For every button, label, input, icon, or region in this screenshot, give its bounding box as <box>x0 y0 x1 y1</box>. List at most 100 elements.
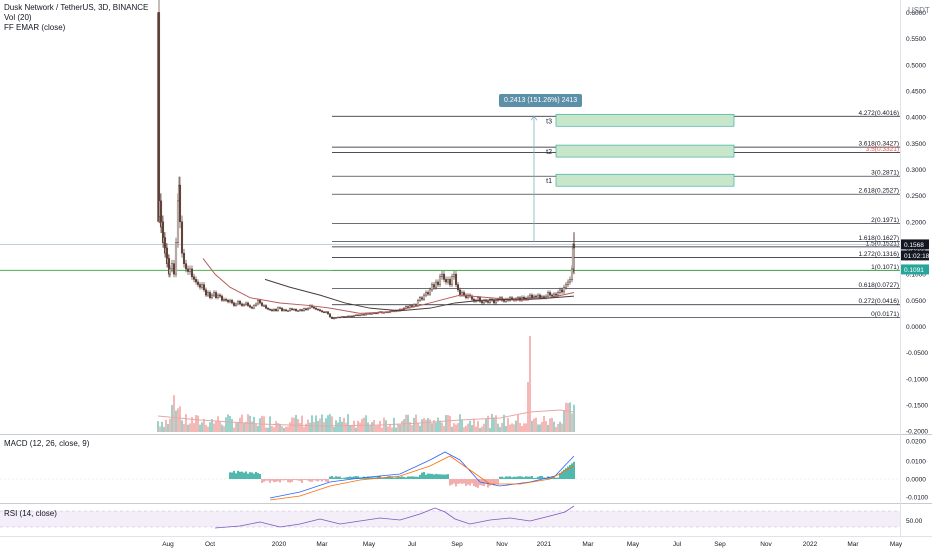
macd-signal-line <box>269 455 575 501</box>
fib-level-label: 3(0.2871) <box>871 170 899 177</box>
macd-histogram-bar <box>439 474 441 479</box>
macd-histogram-bar <box>383 477 385 479</box>
time-axis-tick: Jul <box>673 541 682 548</box>
candle-body <box>536 294 540 298</box>
macd-histogram-bar <box>267 479 269 481</box>
volume-bar <box>385 420 387 432</box>
candle-body <box>182 252 186 264</box>
candle-body <box>328 313 332 318</box>
target-box <box>555 173 735 187</box>
candle-body <box>252 305 256 309</box>
candle-body <box>312 306 316 309</box>
volume-bar <box>497 423 499 432</box>
macd-histogram-bar <box>389 476 391 479</box>
volume-bar <box>401 421 403 432</box>
measure-tooltip[interactable]: 0.2413 (151.26%) 2413 <box>499 94 583 107</box>
macd-histogram-bar <box>277 479 279 482</box>
volume-bar <box>547 424 549 432</box>
volume-bar <box>371 422 373 432</box>
volume-bar <box>217 416 219 432</box>
candle-body <box>354 314 358 317</box>
macd-histogram-bar <box>349 476 351 479</box>
target-box <box>555 113 735 127</box>
macd-histogram-bar <box>459 479 461 484</box>
volume-bar <box>209 422 211 432</box>
macd-histogram-bar <box>461 479 463 484</box>
volume-bar <box>411 425 413 432</box>
volume-bar <box>237 422 239 432</box>
symbol-title[interactable]: Dusk Network / TetherUS, 3D, BINANCE <box>4 3 149 12</box>
volume-bar <box>499 427 501 432</box>
volume-bar <box>435 422 437 432</box>
volume-bar <box>349 425 351 432</box>
fib-level-label: 0.618(0.0727) <box>859 282 899 289</box>
macd-histogram-bar <box>235 473 237 479</box>
volume-bar <box>563 410 565 432</box>
candle-body <box>516 297 520 300</box>
candle-body <box>194 279 198 283</box>
candle-body <box>456 284 460 291</box>
macd-histogram-bar <box>435 473 437 479</box>
candle-body <box>284 309 288 312</box>
volume-bar <box>329 414 331 432</box>
volume-bar <box>351 425 353 432</box>
price-pane[interactable] <box>0 0 900 434</box>
candle-body <box>256 300 260 305</box>
macd-histogram-bar <box>325 479 327 482</box>
volume-bar <box>177 408 179 432</box>
macd-histogram-bar <box>527 476 529 479</box>
volume-bar <box>449 415 451 432</box>
macd-histogram-bar <box>569 465 571 479</box>
macd-histogram-bar <box>291 479 293 482</box>
ema-lines <box>202 258 575 314</box>
macd-histogram-bar <box>343 477 345 479</box>
candle-body <box>172 263 176 275</box>
candle-body <box>204 289 208 296</box>
candle-body <box>538 294 542 298</box>
macd-histogram-bar <box>509 476 511 479</box>
time-axis-tick: Nov <box>760 541 772 548</box>
volume-bar <box>375 425 377 432</box>
macd-histogram-bar <box>469 479 471 486</box>
currency-label[interactable]: USDT <box>908 6 930 15</box>
rsi-label[interactable]: RSI (14, close) <box>4 509 57 518</box>
price-scale-tick: -0.0500 <box>906 350 928 357</box>
macd-pane[interactable] <box>0 435 900 503</box>
macd-histogram-bar <box>371 477 373 479</box>
price-scale-tick: 0.3000 <box>906 167 926 174</box>
macd-histogram-bar <box>313 479 315 481</box>
volume-bar <box>301 415 303 432</box>
fib-level-label: 0.272(0.0416) <box>859 298 899 305</box>
last-price-tag-text: 0.1568 <box>904 242 924 249</box>
fib-extension[interactable]: 4.272(0.4016) 3.618(0.3427)3.5(0.3321) 3(0… <box>0 110 900 318</box>
ema-indicator-label[interactable]: FF EMAR (close) <box>4 23 66 32</box>
time-axis-tick: 2020 <box>272 541 287 548</box>
volume-bars <box>157 336 575 432</box>
macd-label[interactable]: MACD (12, 26, close, 9) <box>4 439 90 448</box>
macd-histogram-bar <box>247 473 249 479</box>
candle-body <box>290 308 294 310</box>
rsi-band <box>0 511 900 527</box>
volume-bar <box>265 427 267 432</box>
candle-body <box>442 273 446 280</box>
volume-bar <box>399 424 401 432</box>
volume-bar <box>241 414 243 432</box>
macd-histogram-bar <box>457 479 459 484</box>
volume-bar <box>419 425 421 432</box>
volume-bar <box>481 426 483 432</box>
volume-indicator-label[interactable]: Vol (20) <box>4 13 32 22</box>
macd-histogram-bar <box>335 476 337 479</box>
candle-body <box>562 286 566 293</box>
macd-histogram-bar <box>517 476 519 479</box>
candle-body <box>242 304 246 306</box>
candle-body <box>418 297 422 301</box>
volume-bar <box>313 422 315 432</box>
macd-histogram-bar <box>541 476 543 479</box>
volume-bar <box>421 419 423 432</box>
candle-body <box>548 292 552 296</box>
volume-bar <box>365 415 367 432</box>
macd-histogram-bar <box>497 479 499 484</box>
volume-bar <box>343 417 345 432</box>
candle-body <box>482 300 486 304</box>
